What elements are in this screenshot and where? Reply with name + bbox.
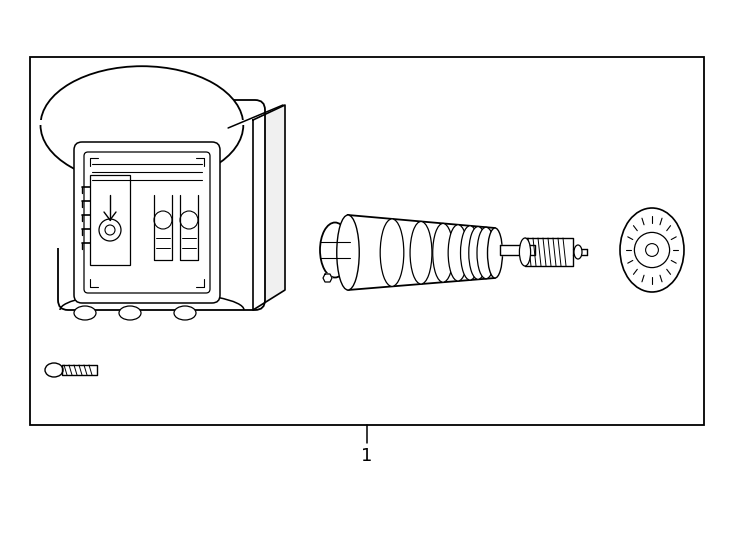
Ellipse shape — [337, 215, 359, 290]
Polygon shape — [525, 238, 573, 266]
Ellipse shape — [469, 227, 487, 279]
Ellipse shape — [477, 227, 495, 279]
Ellipse shape — [74, 306, 96, 320]
FancyBboxPatch shape — [58, 100, 265, 310]
Ellipse shape — [433, 224, 454, 282]
Ellipse shape — [174, 306, 196, 320]
Text: 1: 1 — [361, 447, 373, 465]
Polygon shape — [348, 215, 495, 290]
Ellipse shape — [620, 208, 684, 292]
Polygon shape — [500, 245, 535, 255]
Ellipse shape — [119, 306, 141, 320]
Ellipse shape — [40, 66, 243, 184]
Ellipse shape — [487, 228, 503, 278]
Ellipse shape — [380, 219, 404, 286]
Bar — [90, 175, 130, 265]
FancyBboxPatch shape — [84, 152, 210, 293]
Ellipse shape — [460, 226, 479, 280]
Polygon shape — [62, 365, 97, 375]
Polygon shape — [253, 105, 285, 310]
Ellipse shape — [45, 363, 63, 377]
Ellipse shape — [320, 222, 350, 278]
FancyBboxPatch shape — [74, 142, 220, 303]
Bar — [30, 57, 704, 425]
Polygon shape — [323, 274, 332, 282]
Ellipse shape — [410, 221, 432, 284]
Ellipse shape — [448, 225, 468, 281]
Ellipse shape — [520, 238, 531, 266]
Bar — [35, 120, 248, 248]
Ellipse shape — [574, 245, 582, 259]
